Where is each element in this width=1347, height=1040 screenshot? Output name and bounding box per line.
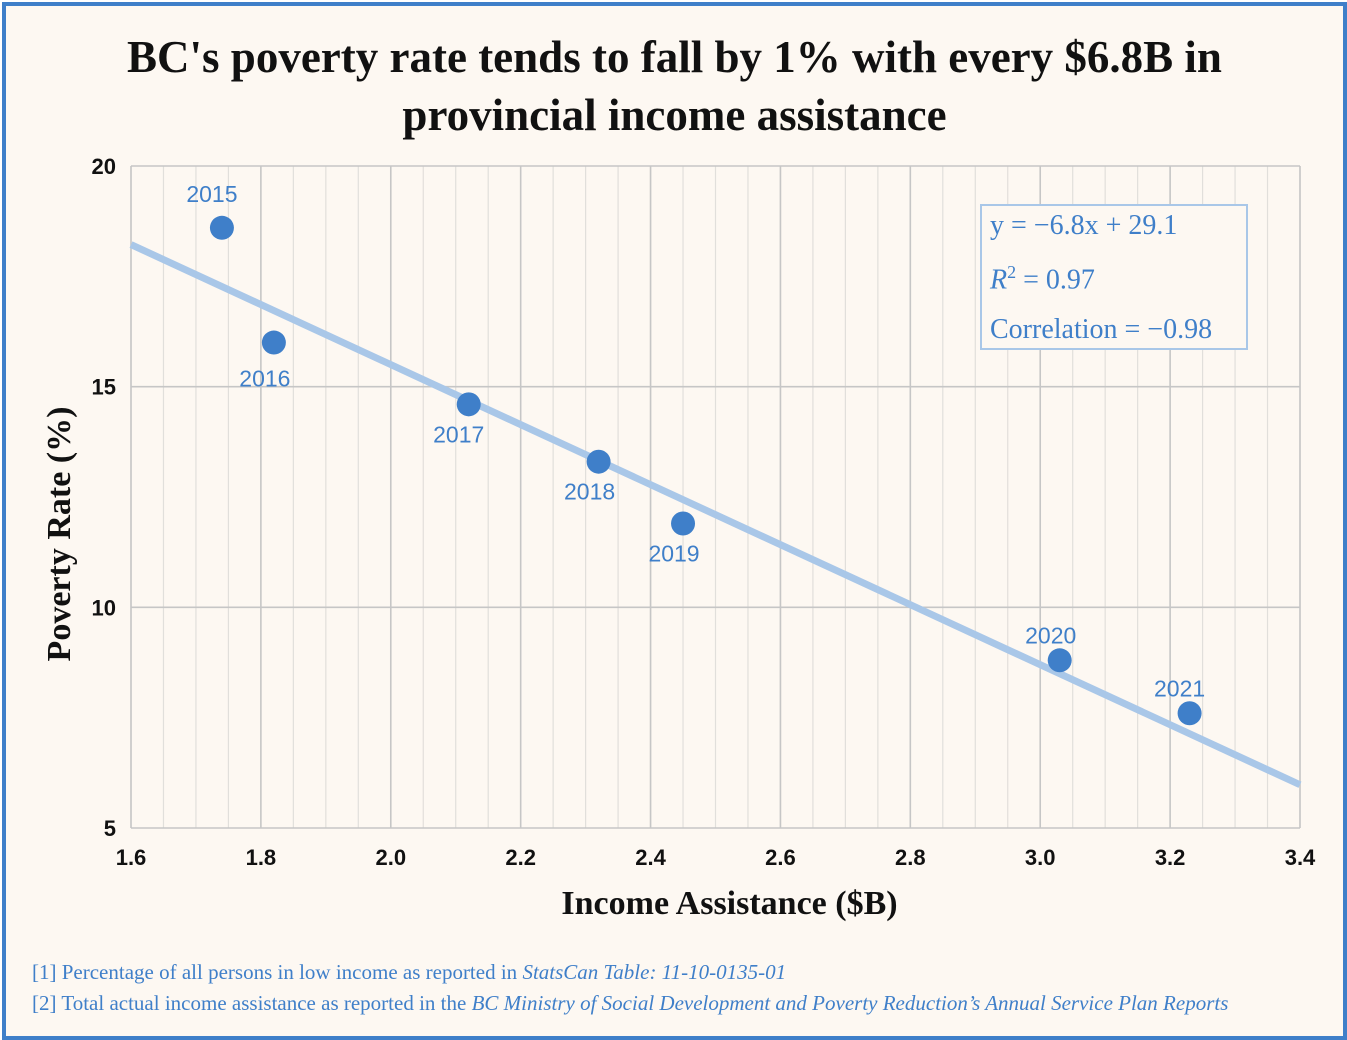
data-point-2019 bbox=[671, 511, 696, 536]
points-layer: 2015 2016 2017 2018 2019 2020 2021 bbox=[186, 181, 1205, 726]
chart-title-line-1: BC's poverty rate tends to fall by 1% wi… bbox=[127, 32, 1222, 82]
data-label-2017: 2017 bbox=[433, 421, 484, 447]
regression-stats-box: y = −6.8x + 29.1 R2 = 0.97 Correlation =… bbox=[980, 204, 1248, 350]
y-tick-label: 20 bbox=[92, 154, 116, 179]
regression-equation: y = −6.8x + 29.1 bbox=[990, 210, 1178, 241]
data-label-2020: 2020 bbox=[1025, 622, 1076, 648]
data-point-2020 bbox=[1047, 648, 1072, 673]
r-squared-value: = 0.97 bbox=[1016, 264, 1095, 296]
footnote-2: [2] Total actual income assistance as re… bbox=[32, 988, 1228, 1019]
x-tick-label: 3.0 bbox=[1025, 845, 1056, 870]
x-tick-label: 2.2 bbox=[505, 845, 536, 870]
x-axis-title: Income Assistance ($B) bbox=[561, 885, 897, 922]
data-point-2016 bbox=[261, 330, 286, 355]
y-axis-title: Poverty Rate (%) bbox=[41, 407, 78, 662]
x-tick-label: 3.4 bbox=[1285, 845, 1316, 870]
data-label-2018: 2018 bbox=[564, 479, 615, 505]
data-label-2015: 2015 bbox=[186, 181, 237, 207]
correlation: Correlation = −0.98 bbox=[990, 314, 1213, 345]
y-tick-label: 15 bbox=[92, 375, 116, 400]
trendline-layer bbox=[129, 241, 1302, 788]
r-squared-exponent: 2 bbox=[1007, 262, 1017, 282]
footnote-1-text: [1] Percentage of all persons in low inc… bbox=[32, 960, 523, 984]
footnote-1-source: StatsCan Table: 11-10-0135-01 bbox=[522, 960, 787, 984]
x-tick-label: 1.6 bbox=[116, 845, 147, 870]
footnote-2-text: [2] Total actual income assistance as re… bbox=[32, 991, 472, 1015]
r-squared-symbol: R bbox=[990, 264, 1008, 296]
data-point-2021 bbox=[1177, 701, 1202, 726]
data-label-2016: 2016 bbox=[239, 366, 290, 392]
x-tick-label: 2.4 bbox=[635, 845, 666, 870]
x-tick-label: 2.0 bbox=[375, 845, 406, 870]
r-squared: R2 = 0.97 bbox=[990, 262, 1095, 296]
chart-title-line-2: provincial income assistance bbox=[402, 90, 947, 140]
axis-layer: 1.6 1.8 2.0 2.2 2.4 2.6 2.8 3.0 3.2 3.4 5 10 15 20 Inc… bbox=[41, 154, 1316, 922]
grid-layer bbox=[130, 165, 1301, 829]
footnote-2-source: BC Ministry of Social Development and Po… bbox=[471, 991, 1229, 1015]
trendline bbox=[129, 241, 1302, 788]
data-point-2018 bbox=[586, 449, 611, 474]
footnotes: [1] Percentage of all persons in low inc… bbox=[32, 957, 1228, 1019]
data-point-2015 bbox=[209, 215, 234, 240]
data-label-2019: 2019 bbox=[648, 540, 699, 566]
x-tick-label: 2.8 bbox=[895, 845, 926, 870]
x-tick-label: 3.2 bbox=[1155, 845, 1186, 870]
x-tick-label: 2.6 bbox=[765, 845, 796, 870]
footnote-1: [1] Percentage of all persons in low inc… bbox=[32, 957, 1228, 988]
data-label-2021: 2021 bbox=[1154, 675, 1205, 701]
x-tick-label: 1.8 bbox=[246, 845, 277, 870]
y-tick-label: 5 bbox=[104, 816, 116, 841]
chart-title: BC's poverty rate tends to fall by 1% wi… bbox=[6, 28, 1343, 144]
y-tick-label: 10 bbox=[92, 595, 116, 620]
data-point-2017 bbox=[456, 392, 481, 417]
